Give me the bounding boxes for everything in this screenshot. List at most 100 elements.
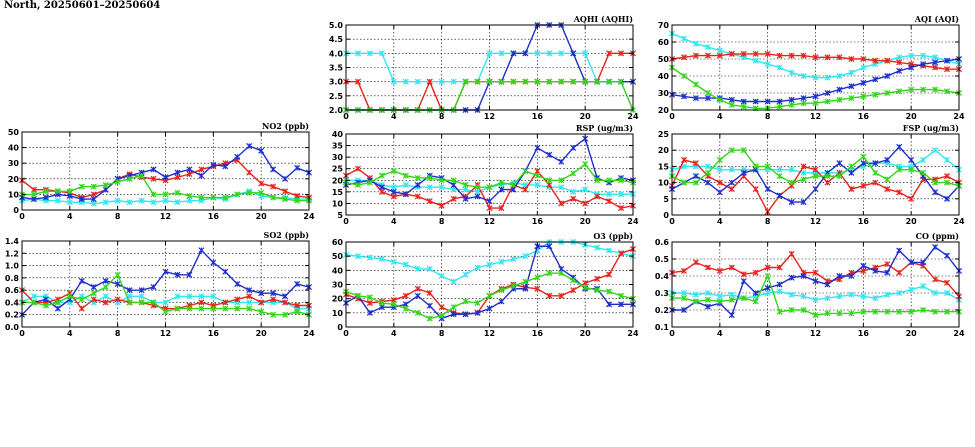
data-point xyxy=(486,78,493,85)
data-point xyxy=(740,169,747,176)
data-point xyxy=(30,293,37,300)
data-point xyxy=(824,295,831,302)
data-point xyxy=(462,181,469,188)
data-point xyxy=(582,284,589,291)
data-point xyxy=(402,292,409,299)
data-point xyxy=(54,188,61,195)
data-point xyxy=(680,179,687,186)
data-point xyxy=(66,188,73,195)
data-point xyxy=(414,285,421,292)
data-point xyxy=(246,305,253,312)
data-point xyxy=(860,153,867,160)
y-tick-label: 5 xyxy=(337,211,343,220)
data-point xyxy=(860,93,867,100)
data-point xyxy=(42,302,49,309)
data-point xyxy=(618,177,625,184)
data-point xyxy=(836,310,843,317)
y-tick-label: 50 xyxy=(332,252,344,261)
data-point xyxy=(884,308,891,315)
data-point xyxy=(486,184,493,191)
data-point xyxy=(848,169,855,176)
data-point xyxy=(486,305,493,312)
data-point xyxy=(872,91,879,98)
data-point xyxy=(558,50,565,57)
data-point xyxy=(570,287,577,294)
data-point xyxy=(474,309,481,316)
data-point xyxy=(450,195,457,202)
data-point xyxy=(162,268,169,275)
data-point xyxy=(618,205,625,212)
data-point xyxy=(920,52,927,59)
x-tick-label: 20 xyxy=(906,112,918,121)
data-point xyxy=(884,156,891,163)
x-tick-label: 4 xyxy=(717,329,723,338)
data-point xyxy=(222,268,229,275)
data-point xyxy=(908,259,915,266)
y-tick-label: 1.2 xyxy=(5,249,19,258)
y-tick-label: 30 xyxy=(332,153,344,162)
data-point xyxy=(728,50,735,57)
data-point xyxy=(920,86,927,93)
data-point xyxy=(932,308,939,315)
data-point xyxy=(944,279,951,286)
data-point xyxy=(474,188,481,195)
data-point xyxy=(836,160,843,167)
data-point xyxy=(776,103,783,110)
data-point xyxy=(944,252,951,259)
data-point xyxy=(222,305,229,312)
x-tick-label: 0 xyxy=(669,112,675,121)
chart-rsp: 5 10 15 20 25 30 35 40 0 4 8 12 16 20 24 RSP (ug/m3) xyxy=(332,123,639,226)
data-point xyxy=(450,304,457,311)
data-point xyxy=(78,296,85,303)
data-point xyxy=(776,166,783,173)
data-point xyxy=(270,311,277,318)
data-point xyxy=(558,184,565,191)
chart-fsp: 0 5 10 15 20 25 0 4 8 12 16 20 24 FSP (ug/m3) xyxy=(658,123,965,226)
data-point xyxy=(114,280,121,288)
data-point xyxy=(366,299,373,306)
data-point xyxy=(258,147,265,154)
y-tick-label: 60 xyxy=(332,238,344,247)
data-point xyxy=(692,95,699,102)
data-point xyxy=(848,95,855,102)
data-point xyxy=(884,291,891,298)
data-point xyxy=(174,174,181,181)
data-point xyxy=(932,59,939,66)
x-tick-label: 8 xyxy=(765,112,771,121)
data-point xyxy=(534,285,541,292)
data-point xyxy=(234,153,241,160)
data-point xyxy=(546,177,553,184)
data-point xyxy=(66,293,73,300)
data-point xyxy=(186,192,193,199)
data-point xyxy=(78,196,85,203)
data-point xyxy=(932,147,939,154)
x-tick-label: 16 xyxy=(208,329,220,338)
data-point xyxy=(258,290,265,297)
data-point xyxy=(716,47,723,54)
data-point xyxy=(234,305,241,312)
data-point xyxy=(884,72,891,80)
data-point xyxy=(728,264,735,271)
data-point xyxy=(162,308,169,315)
y-tick-label: 50 xyxy=(8,128,20,137)
data-point xyxy=(102,284,109,291)
data-point xyxy=(776,281,783,288)
x-tick-label: 12 xyxy=(160,212,171,221)
data-point xyxy=(752,98,759,105)
y-tick-label: 0.3 xyxy=(655,289,669,298)
data-point xyxy=(704,89,711,97)
y-tick-label: 25 xyxy=(658,130,670,139)
data-point xyxy=(426,174,433,181)
data-point xyxy=(836,272,843,280)
data-point xyxy=(78,277,85,284)
chart-title: AQI (AQI) xyxy=(914,14,959,24)
data-point xyxy=(740,50,747,57)
data-point xyxy=(704,163,711,170)
data-point xyxy=(90,296,97,303)
data-point xyxy=(546,243,553,250)
data-point xyxy=(582,186,589,193)
data-point xyxy=(848,69,855,76)
data-point xyxy=(800,169,807,176)
x-tick-label: 16 xyxy=(858,329,870,338)
data-point xyxy=(558,270,565,277)
